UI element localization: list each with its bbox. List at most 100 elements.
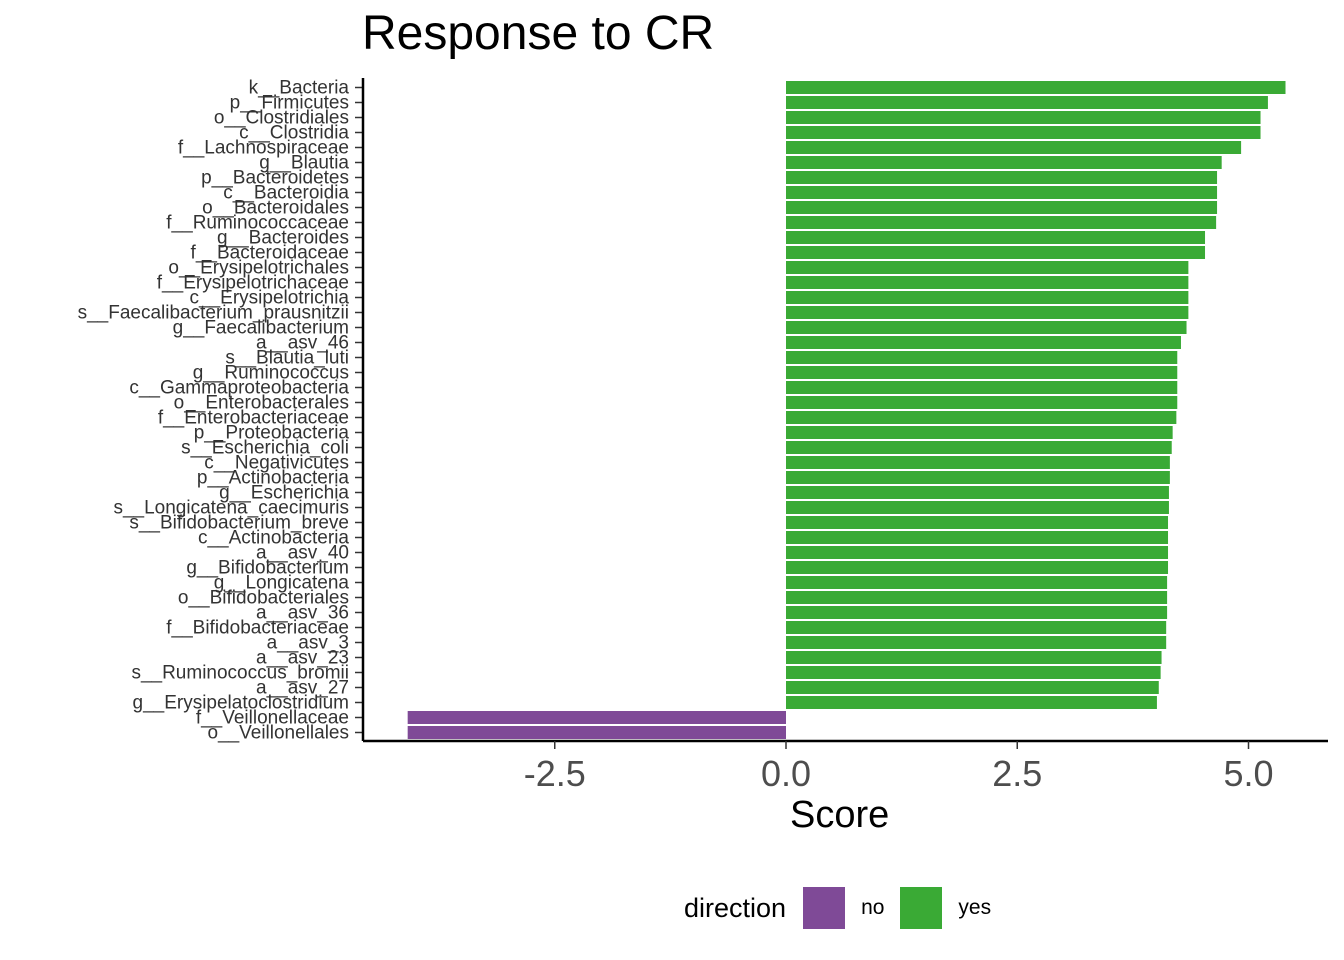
y-tick-label: f__Ruminococcaceae: [166, 213, 349, 234]
y-tick-label: g__Faecalibacterium: [173, 318, 349, 339]
bar-s__Faecalibacterium_prausnitzii: [786, 306, 1189, 319]
bar-a__asv_36: [786, 606, 1168, 619]
y-tick-label: s__Faecalibacterium_prausnitzii: [78, 303, 349, 324]
y-tick-label: f__Veillonellaceae: [196, 708, 349, 729]
y-tick-label: f__Enterobacteriaceae: [158, 408, 349, 429]
y-tick-label: f__Erysipelotrichaceae: [157, 273, 349, 294]
bar-f__Bifidobacteriaceae: [786, 621, 1167, 634]
y-tick-label: a__asv_27: [256, 678, 349, 699]
y-tick-label: c__Bacteroidia: [223, 183, 349, 204]
y-tick-label: g__Erysipelatoclostridium: [133, 693, 350, 714]
bar-c__Actinobacteria: [786, 531, 1169, 544]
bar-c__Erysipelotrichia: [786, 291, 1189, 304]
y-tick-label: g__Longicatena: [214, 573, 350, 594]
y-tick-label: o__Veillonellales: [207, 723, 349, 744]
axes: [361, 78, 1328, 743]
y-tick-label: p__Actinobacteria: [197, 468, 350, 489]
y-tick-label: a__asv_3: [267, 633, 349, 654]
y-tick-label: s__Ruminococcus_bromii: [131, 663, 349, 684]
y-tick-label: a__asv_23: [256, 648, 349, 669]
y-tick-label: o__Erysipelotrichales: [168, 258, 349, 279]
y-tick-labels: k__Bacteriap__Firmicuteso__Clostridiales…: [78, 78, 363, 744]
bar-p__Bacteroidetes: [786, 171, 1218, 184]
bar-g__Bacteroides: [786, 231, 1206, 244]
bar-s__Blautia_luti: [786, 351, 1178, 364]
bars-group: [407, 81, 1286, 739]
bar-f__Veillonellaceae: [407, 711, 786, 724]
bar-f__Erysipelotrichaceae: [786, 276, 1189, 289]
y-tick-label: o__Bifidobacteriales: [178, 588, 349, 609]
legend-key-yes: [900, 887, 943, 929]
bar-g__Faecalibacterium: [786, 321, 1187, 334]
bar-f__Enterobacteriaceae: [786, 411, 1177, 424]
bar-f__Bacteroidaceae: [786, 246, 1206, 259]
y-tick-label: c__Actinobacteria: [198, 528, 349, 549]
bar-o__Bacteroidales: [786, 201, 1218, 214]
bar-g__Erysipelatoclostridium: [786, 696, 1157, 709]
y-tick-label: g__Bifidobacterium: [186, 558, 349, 579]
y-tick-label: s__Escherichia_coli: [181, 438, 349, 459]
y-tick-label: g__Blautia: [259, 153, 349, 174]
bar-s__Bifidobacterium_breve: [786, 516, 1169, 529]
x-tick-label: -2.5: [524, 753, 586, 794]
bar-g__Escherichia: [786, 486, 1169, 499]
y-tick-label: p__Firmicutes: [230, 93, 349, 114]
bar-c__Negativicutes: [786, 456, 1170, 469]
bar-c__Clostridia: [786, 126, 1261, 139]
y-tick-label: a__asv_46: [256, 333, 349, 354]
bar-p__Proteobacteria: [786, 426, 1173, 439]
y-tick-label: s__Bifidobacterium_breve: [129, 513, 349, 534]
y-tick-label: g__Escherichia: [219, 483, 349, 504]
bar-s__Escherichia_coli: [786, 441, 1172, 454]
bar-f__Lachnospiraceae: [786, 141, 1242, 154]
bar-s__Ruminococcus_bromii: [786, 666, 1161, 679]
bar-g__Longicatena: [786, 576, 1168, 589]
y-tick-label: o__Clostridiales: [214, 108, 349, 129]
bar-p__Firmicutes: [786, 96, 1268, 109]
y-tick-label: s__Blautia_luti: [225, 348, 349, 369]
bar-o__Erysipelotrichales: [786, 261, 1189, 274]
y-tick-label: c__Negativicutes: [204, 453, 349, 474]
y-tick-label: p__Bacteroidetes: [201, 168, 349, 189]
y-tick-label: a__asv_40: [256, 543, 349, 564]
bar-s__Longicatena_caecimuris: [786, 501, 1169, 514]
bar-o__Enterobacterales: [786, 396, 1178, 409]
y-tick-label: f__Bacteroidaceae: [191, 243, 349, 264]
bar-a__asv_23: [786, 651, 1162, 664]
x-tick-label: 0.0: [761, 753, 811, 794]
bar-a__asv_40: [786, 546, 1169, 559]
y-tick-label: c__Gammaproteobacteria: [129, 378, 349, 399]
bar-c__Gammaproteobacteria: [786, 381, 1178, 394]
bar-g__Blautia: [786, 156, 1222, 169]
x-tick-label: 2.5: [992, 753, 1042, 794]
legend-label-no: no: [861, 896, 885, 919]
bar-o__Bifidobacteriales: [786, 591, 1168, 604]
y-tick-label: f__Bifidobacteriaceae: [166, 618, 349, 639]
y-tick-label: k__Bacteria: [249, 78, 350, 99]
y-tick-label: o__Enterobacterales: [174, 393, 349, 414]
chart-title: Response to CR: [362, 7, 715, 60]
y-tick-label: s__Longicatena_caecimuris: [113, 498, 349, 519]
bar-o__Veillonellales: [407, 726, 786, 739]
y-tick-label: o__Bacteroidales: [202, 198, 349, 219]
bar-c__Bacteroidia: [786, 186, 1218, 199]
y-tick-label: c__Erysipelotrichia: [190, 288, 350, 309]
bar-o__Clostridiales: [786, 111, 1261, 124]
bar-g__Ruminococcus: [786, 366, 1178, 379]
x-ticks: -2.5 0.0 2.5 5.0: [524, 741, 1274, 794]
bar-f__Ruminococcaceae: [786, 216, 1217, 229]
bar-g__Bifidobacterium: [786, 561, 1169, 574]
bar-a__asv_3: [786, 636, 1167, 649]
x-tick-label: 5.0: [1223, 753, 1273, 794]
y-tick-label: g__Bacteroides: [217, 228, 349, 249]
legend-title: direction: [684, 892, 787, 923]
y-tick-label: p__Proteobacteria: [194, 423, 350, 444]
bar-a__asv_46: [786, 336, 1181, 349]
y-tick-label: g__Ruminococcus: [193, 363, 349, 384]
bar-a__asv_27: [786, 681, 1159, 694]
legend-key-no: [803, 887, 846, 929]
y-tick-label: f__Lachnospiraceae: [178, 138, 349, 159]
legend-label-yes: yes: [958, 896, 992, 919]
y-tick-label: a__asv_36: [256, 603, 349, 624]
y-tick-label: c__Clostridia: [239, 123, 349, 144]
